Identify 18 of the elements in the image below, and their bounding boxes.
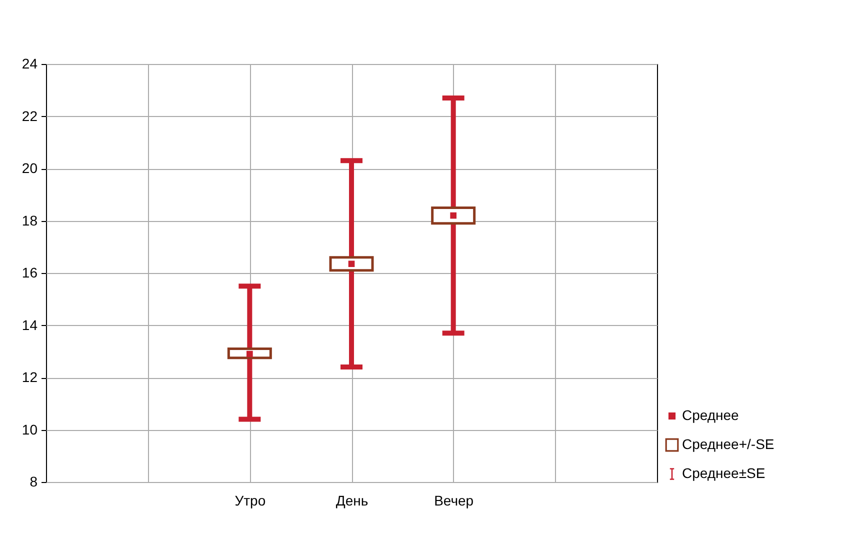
x-tick-label: Вечер: [434, 492, 474, 508]
legend-label: Среднее: [682, 407, 740, 423]
point: [348, 260, 355, 268]
y-tick-label: 10: [22, 421, 38, 438]
y-tick-label: 22: [22, 108, 38, 124]
text: Среднее±SE: [682, 465, 766, 481]
y-tick-label: 8: [30, 474, 38, 490]
y-tick-label: 18: [22, 212, 38, 228]
y-tick-label: 12: [22, 369, 38, 385]
y-tick-label: 24: [22, 56, 38, 72]
y-tick-label: 16: [22, 264, 38, 280]
point: [450, 212, 456, 219]
x-tick-label: День: [336, 492, 368, 508]
y-tick-label: 20: [22, 160, 38, 176]
y-tick-label: 14: [22, 316, 38, 333]
legend-label: Среднее+/-SE: [682, 436, 774, 452]
point: [246, 350, 253, 358]
x-tick-label: Утро: [234, 492, 266, 508]
